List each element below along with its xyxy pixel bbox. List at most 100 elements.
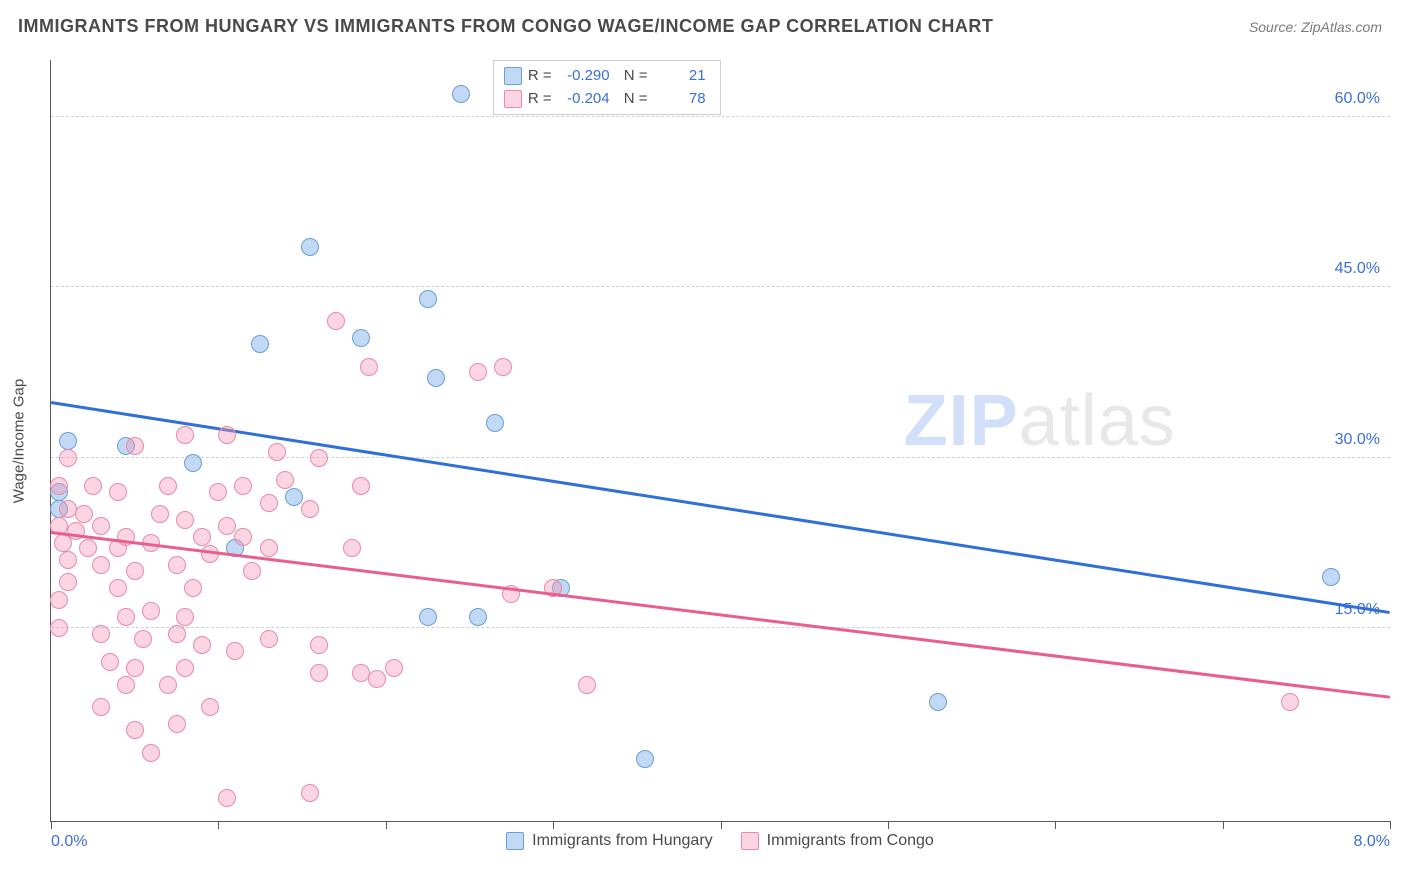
data-point-congo [151, 505, 169, 523]
legend-series-label: Immigrants from Hungary [532, 832, 713, 850]
n-label: N = [620, 88, 648, 111]
data-point-congo [218, 426, 236, 444]
data-point-congo [343, 539, 361, 557]
legend-swatch-icon [741, 832, 759, 850]
n-value: 21 [654, 65, 710, 88]
x-tick [386, 821, 387, 829]
data-point-hungary [636, 750, 654, 768]
data-point-congo [117, 608, 135, 626]
data-point-congo [59, 573, 77, 591]
data-point-congo [176, 659, 194, 677]
n-value: 78 [654, 88, 710, 111]
legend-swatch-icon [504, 90, 522, 108]
legend-series-item: Immigrants from Hungary [506, 832, 713, 850]
data-point-congo [276, 471, 294, 489]
data-point-congo [50, 477, 68, 495]
data-point-hungary [184, 454, 202, 472]
data-point-congo [243, 562, 261, 580]
data-point-congo [352, 664, 370, 682]
data-point-hungary [59, 432, 77, 450]
data-point-congo [260, 630, 278, 648]
data-point-congo [310, 636, 328, 654]
x-tick [51, 821, 52, 829]
correlation-legend: R = -0.290 N = 21R = -0.204 N = 78 [493, 60, 721, 115]
data-point-congo [92, 625, 110, 643]
data-point-congo [159, 676, 177, 694]
x-tick [218, 821, 219, 829]
data-point-congo [142, 602, 160, 620]
data-point-congo [168, 556, 186, 574]
data-point-congo [201, 545, 219, 563]
data-point-congo [54, 534, 72, 552]
data-point-hungary [419, 290, 437, 308]
data-point-congo [176, 426, 194, 444]
x-tick [888, 821, 889, 829]
x-tick [553, 821, 554, 829]
data-point-congo [109, 483, 127, 501]
data-point-congo [176, 511, 194, 529]
data-point-hungary [285, 488, 303, 506]
x-tick [721, 821, 722, 829]
r-value: -0.204 [558, 88, 614, 111]
legend-swatch-icon [506, 832, 524, 850]
data-point-congo [352, 477, 370, 495]
data-point-congo [234, 477, 252, 495]
data-point-hungary [301, 238, 319, 256]
data-point-congo [159, 477, 177, 495]
data-point-congo [327, 312, 345, 330]
data-point-congo [301, 784, 319, 802]
data-point-congo [234, 528, 252, 546]
y-tick-label: 30.0% [1335, 431, 1380, 449]
data-point-congo [310, 449, 328, 467]
r-value: -0.290 [558, 65, 614, 88]
data-point-congo [92, 698, 110, 716]
data-point-hungary [452, 85, 470, 103]
data-point-congo [84, 477, 102, 495]
data-point-congo [385, 659, 403, 677]
data-point-congo [193, 528, 211, 546]
trend-line-hungary [51, 401, 1390, 614]
data-point-hungary [251, 335, 269, 353]
data-point-congo [368, 670, 386, 688]
y-tick-label: 60.0% [1335, 90, 1380, 108]
series-legend: Immigrants from Hungary Immigrants from C… [50, 832, 1390, 850]
data-point-congo [360, 358, 378, 376]
y-tick-label: 45.0% [1335, 260, 1380, 278]
data-point-congo [1281, 693, 1299, 711]
data-point-congo [92, 556, 110, 574]
legend-stats-row: R =-0.290 N =21 [504, 65, 710, 88]
data-point-congo [268, 443, 286, 461]
data-point-congo [134, 630, 152, 648]
data-point-hungary [469, 608, 487, 626]
data-point-congo [301, 500, 319, 518]
legend-series-item: Immigrants from Congo [741, 832, 934, 850]
data-point-congo [79, 539, 97, 557]
data-point-congo [218, 789, 236, 807]
data-point-congo [126, 562, 144, 580]
data-point-congo [126, 721, 144, 739]
data-point-congo [260, 494, 278, 512]
data-point-congo [92, 517, 110, 535]
data-point-congo [494, 358, 512, 376]
y-axis-label: Wage/Income Gap [11, 378, 28, 503]
trend-line-congo [51, 531, 1390, 698]
gridline [51, 286, 1390, 287]
data-point-hungary [427, 369, 445, 387]
r-label: R = [528, 88, 552, 111]
data-point-congo [75, 505, 93, 523]
data-point-hungary [419, 608, 437, 626]
data-point-congo [117, 676, 135, 694]
x-tick [1223, 821, 1224, 829]
data-point-congo [209, 483, 227, 501]
data-point-congo [126, 437, 144, 455]
legend-stats-row: R = -0.204 N = 78 [504, 88, 710, 111]
n-label: N = [620, 65, 648, 88]
data-point-congo [142, 744, 160, 762]
data-point-congo [226, 642, 244, 660]
x-tick [1055, 821, 1056, 829]
source-attribution: Source: ZipAtlas.com [1249, 19, 1382, 35]
watermark: ZIPatlas [904, 380, 1176, 462]
data-point-congo [50, 591, 68, 609]
data-point-hungary [1322, 568, 1340, 586]
plot-area: Wage/Income Gap ZIPatlas R =-0.290 N =21… [50, 60, 1390, 822]
